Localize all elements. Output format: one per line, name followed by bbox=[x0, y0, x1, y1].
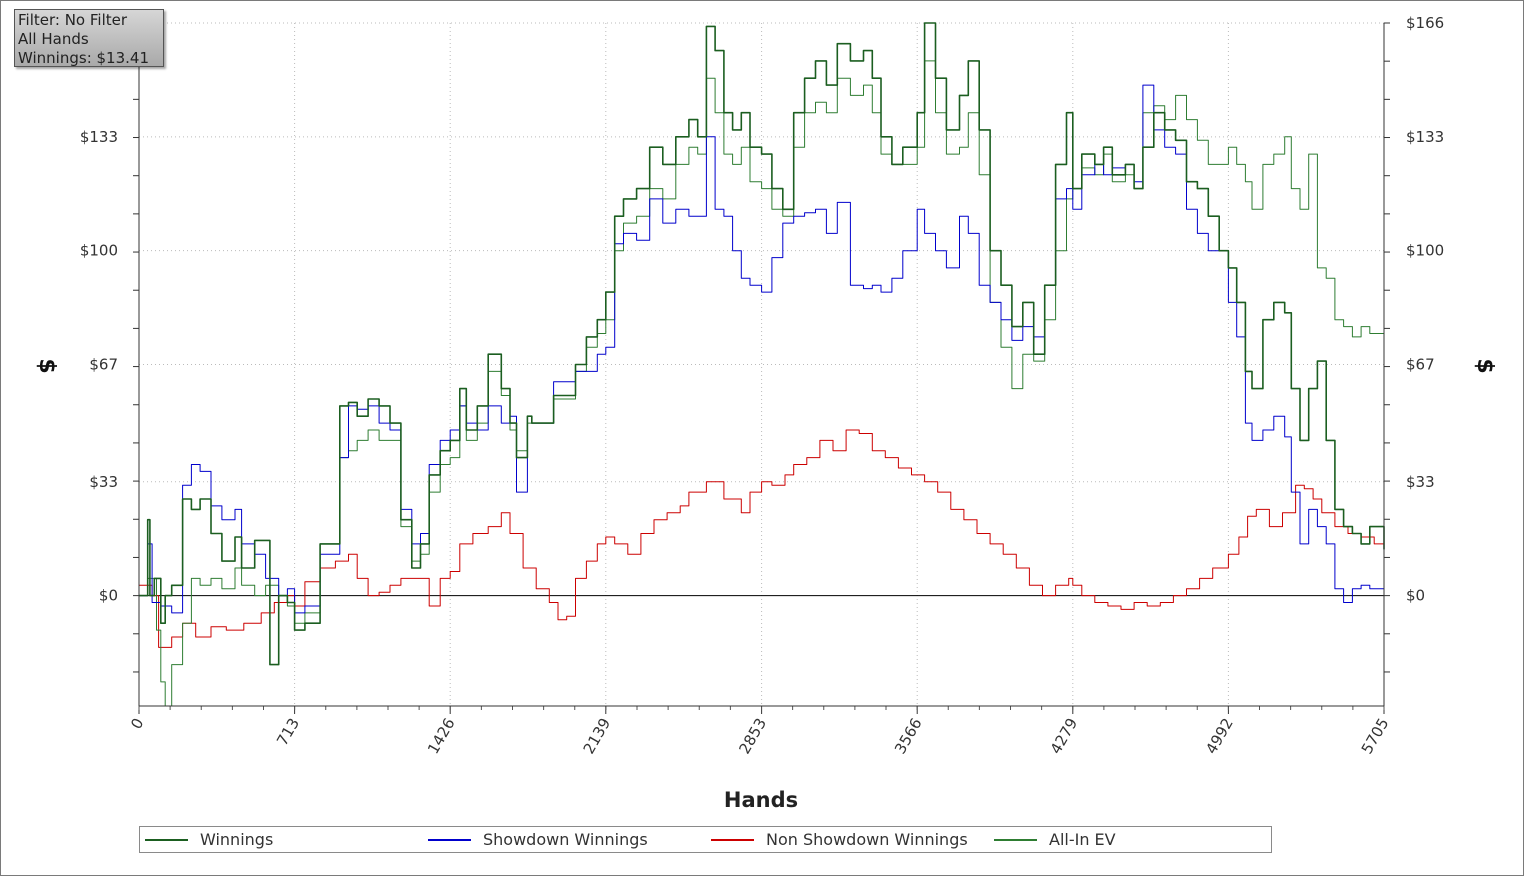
y-tick-label-left: $133 bbox=[80, 128, 118, 146]
x-tick-label: 2139 bbox=[580, 715, 615, 757]
x-tick-label: 2853 bbox=[735, 715, 770, 757]
legend: Winnings Showdown Winnings Non Showdown … bbox=[139, 826, 1272, 853]
axes: $0$0$33$33$67$67$100$100$133$133$166$166… bbox=[80, 14, 1444, 757]
x-tick-label: 4279 bbox=[1047, 715, 1082, 757]
series-layer bbox=[139, 22, 1385, 707]
legend-label-non-showdown: Non Showdown Winnings bbox=[766, 830, 968, 849]
legend-swatch-winnings bbox=[145, 838, 188, 841]
x-tick-label: 5705 bbox=[1358, 715, 1393, 757]
x-tick-label: 713 bbox=[273, 715, 303, 749]
y-tick-label-right: $33 bbox=[1406, 473, 1435, 491]
y-tick-label-right: $133 bbox=[1406, 128, 1444, 146]
x-tick-label: 0 bbox=[127, 715, 147, 732]
legend-swatch-all-in-ev bbox=[994, 838, 1037, 841]
legend-label-winnings: Winnings bbox=[200, 830, 274, 849]
y-tick-label-right: $166 bbox=[1406, 14, 1444, 32]
y-tick-label-left: $0 bbox=[99, 587, 118, 605]
x-tick-label: 4992 bbox=[1202, 715, 1237, 757]
showdown-winnings-line bbox=[139, 84, 1385, 614]
winnings-line bbox=[139, 22, 1385, 666]
y-tick-label-left: $33 bbox=[89, 473, 118, 491]
legend-item-winnings: Winnings bbox=[145, 827, 273, 852]
y-axis-title-right: $ bbox=[1472, 358, 1497, 373]
x-tick-label: 3566 bbox=[891, 715, 926, 757]
filter-label: Filter: No Filter bbox=[18, 11, 128, 29]
winnings-label: Winnings: $13.41 bbox=[18, 49, 150, 67]
y-tick-label-left: $67 bbox=[89, 356, 118, 374]
non-showdown-winnings-line bbox=[139, 429, 1385, 648]
legend-swatch-non-showdown bbox=[711, 838, 754, 841]
legend-item-showdown: Showdown Winnings bbox=[428, 827, 648, 852]
y-tick-label-right: $0 bbox=[1406, 587, 1425, 605]
hands-label: All Hands bbox=[18, 30, 89, 48]
legend-label-showdown: Showdown Winnings bbox=[483, 830, 648, 849]
legend-item-all-in-ev: All-In EV bbox=[994, 827, 1116, 852]
y-tick-label-left: $100 bbox=[80, 242, 118, 260]
legend-item-non-showdown: Non Showdown Winnings bbox=[711, 827, 968, 852]
x-tick-label: 1426 bbox=[424, 715, 459, 757]
legend-swatch-showdown bbox=[428, 838, 471, 841]
filter-info-box: Filter: No Filter All Hands Winnings: $1… bbox=[14, 9, 164, 67]
legend-label-all-in-ev: All-In EV bbox=[1049, 830, 1116, 849]
y-axis-title-left: $ bbox=[34, 358, 59, 373]
y-tick-label-right: $100 bbox=[1406, 242, 1444, 260]
x-axis-title: Hands bbox=[724, 788, 798, 812]
y-tick-label-right: $67 bbox=[1406, 356, 1435, 374]
